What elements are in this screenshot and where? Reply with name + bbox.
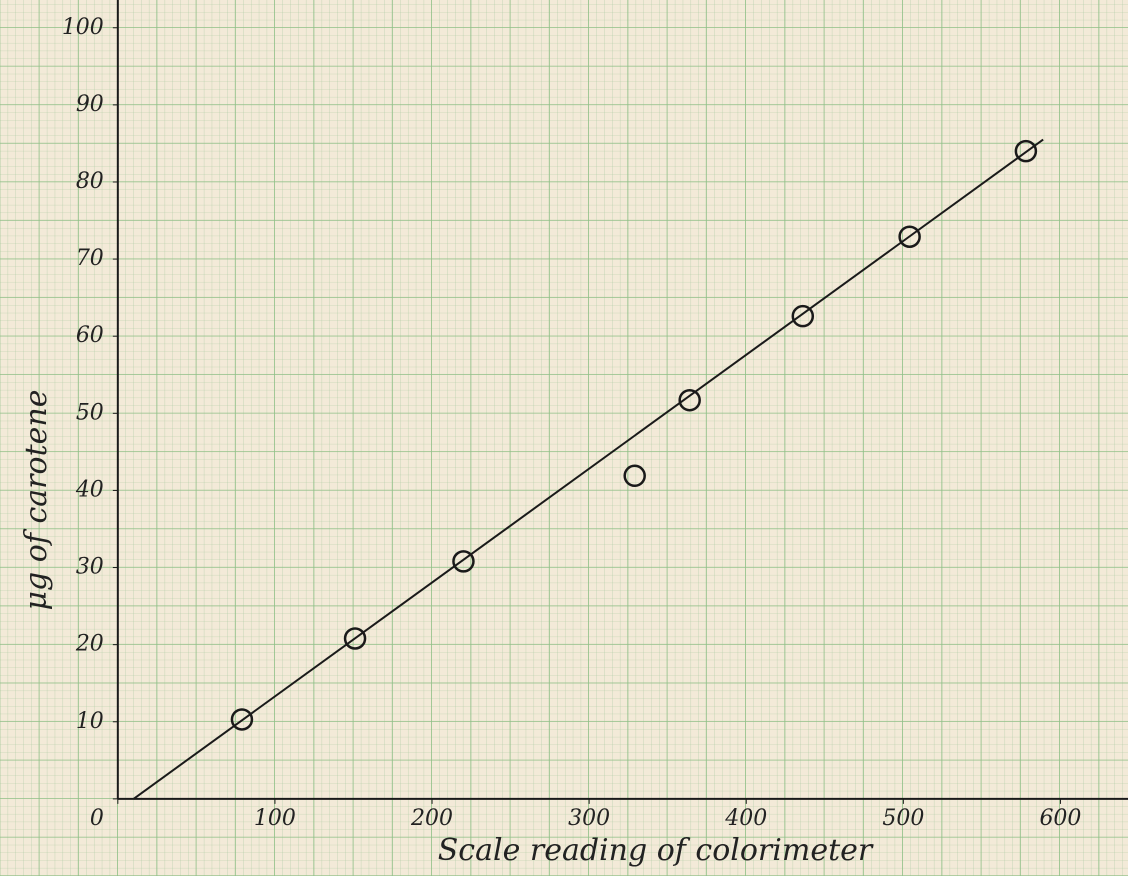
y-tick-label: 50 — [76, 400, 104, 425]
y-tick-label: 100 — [62, 15, 104, 40]
x-tick-label: 200 — [410, 806, 453, 831]
x-tick-label: 300 — [568, 806, 610, 831]
x-tick-label: 100 — [254, 806, 296, 831]
x-tick-label: 600 — [1039, 806, 1081, 831]
y-tick-label: 20 — [75, 632, 104, 657]
y-tick-label: 70 — [76, 246, 104, 271]
x-tick-label: 400 — [724, 806, 767, 831]
page: {"chart_data": {"type": "scatter", "x_la… — [0, 0, 1128, 876]
x-tick-label: 500 — [882, 806, 924, 831]
x-axis-title: Scale reading of colorimeter — [438, 833, 874, 868]
y-axis-title: μg of carotene — [19, 390, 54, 611]
y-tick-label: 40 — [75, 477, 104, 502]
chart: 0 10 20 30 40 50 60 70 80 90 100 100 200 300 400 500 600… — [0, 0, 1128, 876]
y-tick-label: 80 — [76, 169, 104, 194]
y-tick-label: 60 — [76, 323, 104, 348]
y-tick-label: 90 — [76, 92, 104, 117]
y-tick-label: 0 — [90, 806, 104, 831]
major-grid — [0, 0, 1128, 876]
y-tick-label: 30 — [76, 555, 104, 580]
y-tick-label: 10 — [76, 709, 104, 734]
